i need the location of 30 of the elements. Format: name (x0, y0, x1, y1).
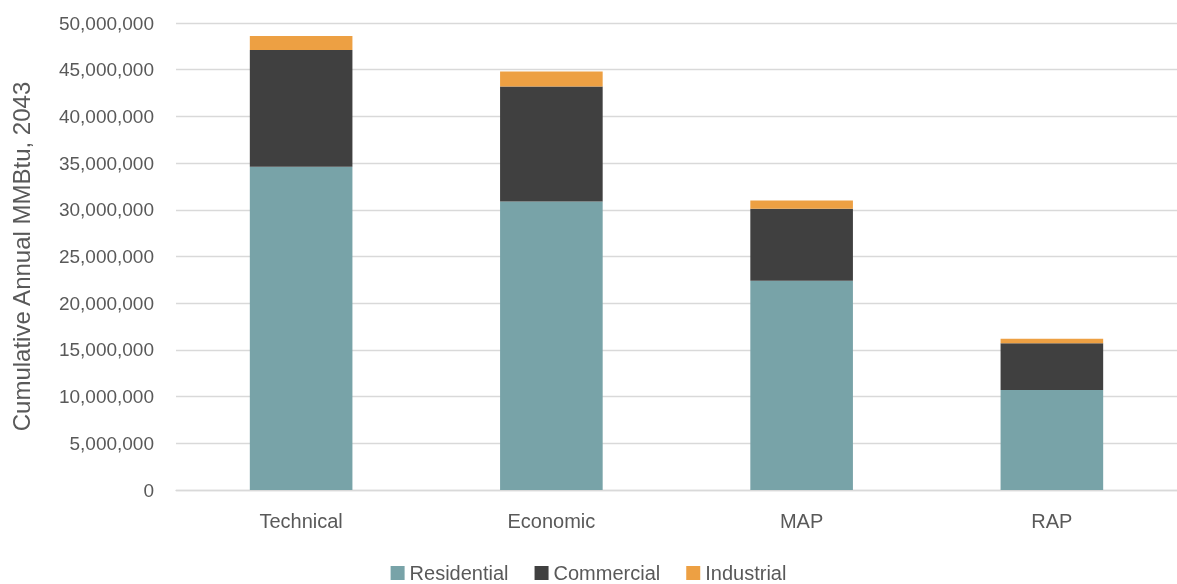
y-tick-label: 35,000,000 (58, 152, 154, 174)
y-tick-label: 50,000,000 (58, 12, 154, 34)
bar (500, 71, 603, 87)
legend-label: Residential (409, 562, 509, 584)
y-tick-label: 10,000,000 (58, 386, 154, 408)
y-tick-label: 40,000,000 (58, 105, 154, 127)
bar (1000, 390, 1104, 490)
bar (750, 280, 853, 490)
x-tick-label: Technical (259, 510, 343, 532)
legend-label: Industrial (705, 562, 787, 584)
bar (1000, 343, 1104, 391)
y-tick-label: 15,000,000 (58, 339, 154, 361)
legend-label: Commercial (553, 562, 661, 584)
y-tick-label: 30,000,000 (58, 199, 154, 221)
bar (500, 86, 603, 202)
y-tick-label: 5,000,000 (69, 432, 154, 454)
x-tick-label: Economic (507, 510, 596, 532)
y-tick-label: 0 (143, 479, 154, 501)
y-tick-label: 25,000,000 (58, 246, 154, 267)
bar (249, 36, 353, 51)
y-axis-title: Cumulative Annual MMBtu, 2043 (7, 81, 35, 432)
bar (750, 208, 853, 281)
y-tick-label: 45,000,000 (58, 59, 154, 81)
y-tick-label: 20,000,000 (58, 292, 154, 314)
bar (750, 200, 853, 209)
bar (249, 50, 353, 167)
bar (249, 166, 353, 490)
x-tick-label: RAP (1031, 510, 1073, 532)
x-tick-label: MAP (779, 510, 824, 532)
bar (500, 201, 603, 490)
